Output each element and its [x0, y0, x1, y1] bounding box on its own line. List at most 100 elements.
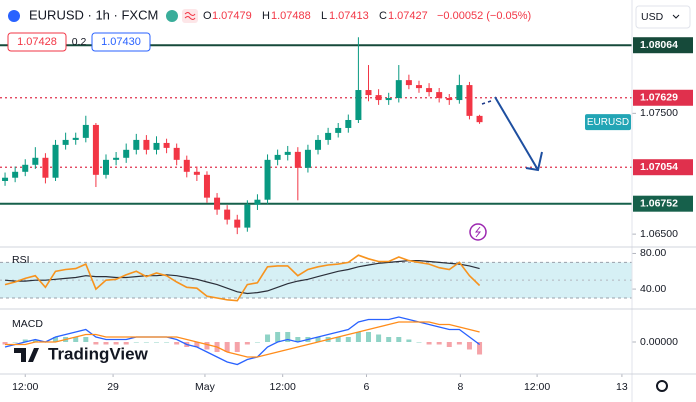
h-label: H	[262, 10, 270, 22]
candle-body	[203, 174, 210, 198]
currency-button[interactable]	[635, 5, 691, 29]
y-tick-label: 1.07500	[640, 107, 678, 119]
histogram-bar	[275, 332, 281, 342]
histogram-bar	[265, 334, 271, 342]
level-label-box	[633, 89, 693, 106]
data-icon-glyph	[184, 12, 196, 20]
histogram-bar	[386, 337, 392, 342]
rsi-line	[4, 254, 481, 302]
candle-body	[264, 159, 271, 200]
candle-body	[32, 157, 39, 165]
settings[interactable]	[656, 380, 668, 392]
histogram-bar	[244, 342, 250, 345]
histogram-bar	[73, 337, 79, 342]
histogram-bar	[446, 342, 452, 347]
candle-body	[456, 85, 463, 101]
data-icon[interactable]	[182, 9, 198, 23]
candle-body	[415, 85, 422, 89]
macd-line	[4, 316, 480, 366]
histogram-bar	[466, 342, 472, 350]
level-label: 1.07054	[640, 161, 678, 173]
histogram-bar	[234, 342, 240, 352]
candle-body	[12, 171, 19, 178]
event-icon[interactable]	[469, 223, 487, 241]
candle-body	[22, 164, 29, 172]
chevron	[672, 14, 680, 19]
event-glyph	[474, 226, 482, 238]
symbol-icon	[8, 10, 20, 22]
histogram-bar	[426, 342, 432, 345]
histogram-bar	[315, 337, 321, 342]
ask-box[interactable]	[91, 32, 151, 52]
candle-body	[284, 151, 291, 155]
candle-body	[173, 147, 180, 160]
histogram-bar	[194, 342, 200, 347]
candle-body	[2, 177, 9, 181]
histogram-bar	[164, 342, 170, 343]
bid: 1.07428	[17, 36, 57, 48]
histogram-bar	[22, 339, 28, 342]
candle-body	[224, 209, 231, 220]
histogram-bar	[254, 342, 260, 343]
candle-body	[244, 204, 251, 228]
x-tick-label: 12:00	[12, 381, 38, 393]
candle-body	[395, 80, 402, 99]
candle-body	[466, 85, 473, 116]
y-tick-label: 40.00	[640, 283, 666, 295]
candle-body	[476, 115, 483, 123]
level-label-box	[633, 195, 693, 212]
candle-body	[234, 219, 241, 228]
l-label: L	[321, 10, 327, 22]
y-tick-label: 0.00000	[640, 336, 678, 348]
histogram-bar	[32, 339, 38, 342]
candle-body	[365, 90, 372, 96]
spread: 0.2	[72, 36, 87, 48]
candle-body	[274, 154, 281, 160]
o-value: 1.07479	[212, 10, 252, 22]
candle-body	[72, 137, 79, 140]
candle-body	[123, 149, 130, 158]
pane-title: MACD	[12, 318, 43, 330]
candle-body	[345, 119, 352, 128]
candle-body	[446, 98, 453, 101]
histogram-bar	[93, 342, 99, 345]
histogram-bar	[143, 342, 149, 343]
logo[interactable]: TradingView	[48, 344, 149, 363]
histogram-bar	[376, 334, 382, 342]
histogram-bar	[285, 332, 291, 342]
histogram-bar	[355, 332, 361, 342]
dots	[481, 100, 492, 105]
panes: 1.07500 1.06500 1.08064 1.07629 1.07054 1.067…	[0, 37, 693, 393]
candle-body	[315, 139, 322, 150]
histogram-bar	[406, 339, 412, 342]
candle-body	[385, 98, 392, 101]
symbol[interactable]: EURUSD · 1h · FXCM	[29, 7, 158, 22]
histogram-bar	[153, 342, 159, 343]
histogram-bar	[335, 337, 341, 342]
histogram-bar	[345, 337, 351, 342]
candle-body	[143, 139, 150, 150]
histogram-bar	[436, 342, 442, 345]
currency: USD	[641, 11, 664, 23]
histogram-bar	[2, 342, 8, 345]
histogram-bar	[174, 342, 180, 345]
o-label: O	[203, 10, 212, 22]
candle-body	[183, 159, 190, 172]
candle-body	[405, 80, 412, 86]
x-tick-label: 12:00	[524, 381, 550, 393]
bid-box[interactable]	[7, 32, 67, 52]
candle-body	[163, 142, 170, 148]
x-tick-label: 8	[457, 381, 463, 393]
level-label: 1.07629	[640, 92, 678, 104]
candle-body	[254, 199, 261, 205]
candle-body	[92, 124, 99, 175]
level-label: 1.08064	[640, 39, 678, 51]
c-label: C	[379, 10, 387, 22]
histogram-bar	[103, 342, 109, 345]
market-status[interactable]	[166, 10, 178, 22]
candle-body	[113, 157, 120, 160]
y-tick-label: 1.06500	[640, 228, 678, 240]
symbol-tag: EURUSD	[587, 117, 629, 128]
candle-body	[153, 142, 160, 150]
